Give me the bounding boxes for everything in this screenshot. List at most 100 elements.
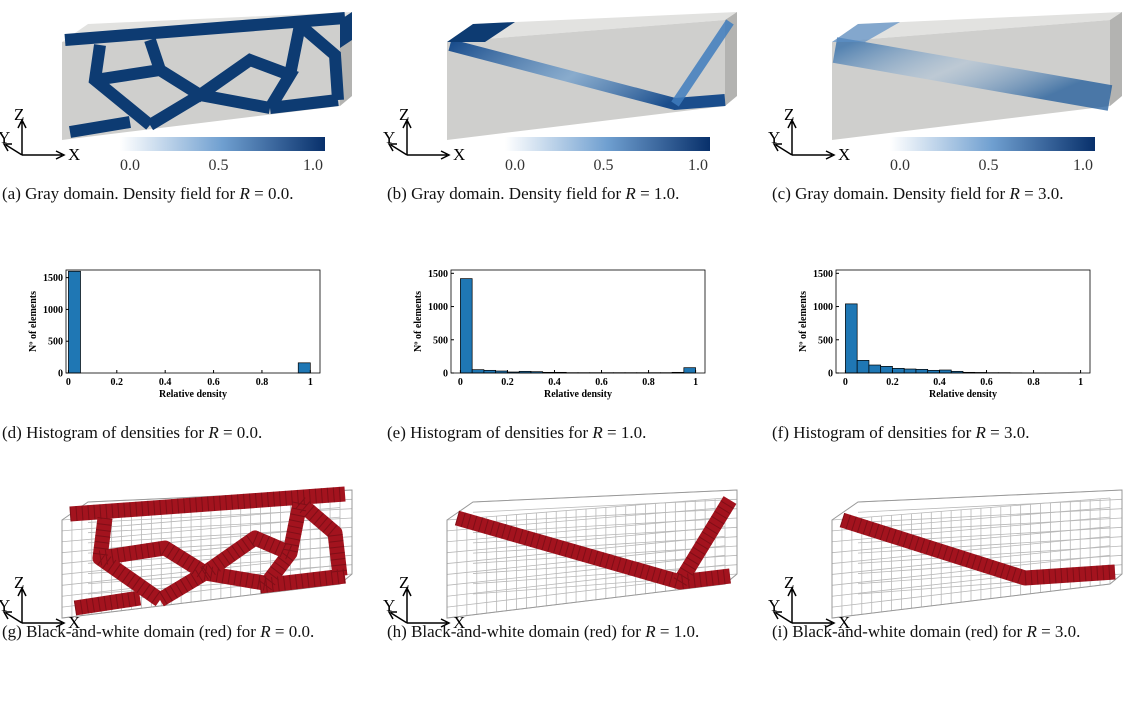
caption-label: (h) — [387, 622, 407, 641]
y-tick-label: 1500 — [813, 269, 833, 280]
caption-rest: = 1.0. — [640, 184, 679, 203]
x-tick-label: 0.2 — [886, 377, 899, 388]
caption-var: R — [208, 423, 218, 442]
colorbar — [120, 137, 325, 151]
caption-label: (e) — [387, 423, 406, 442]
axis-label: Z — [399, 573, 409, 592]
caption-var: R — [645, 622, 655, 641]
x-tick-label: 0 — [843, 377, 848, 388]
axis-label: X — [68, 145, 80, 164]
caption-rest: = 1.0. — [660, 622, 699, 641]
axis-label: Y — [768, 128, 780, 147]
caption-label: (i) — [772, 622, 788, 641]
bar — [684, 368, 696, 373]
caption: (d) Histogram of densities for R = 0.0. — [2, 422, 364, 443]
y-tick-label: 0 — [58, 369, 63, 380]
axis-label: Z — [784, 105, 794, 124]
bar — [904, 369, 916, 373]
bar — [939, 370, 951, 373]
bar — [298, 363, 310, 373]
plot-frame — [451, 270, 705, 373]
caption-label: (a) — [2, 184, 21, 203]
colorbar-tick-label: 0.0 — [890, 157, 910, 174]
mesh-line — [858, 499, 1122, 512]
caption-label: (g) — [2, 622, 22, 641]
axis-arrow — [22, 151, 64, 159]
caption-label: (f) — [772, 423, 789, 442]
caption-rest: = 0.0. — [223, 423, 262, 442]
y-tick-label: 1000 — [428, 302, 448, 313]
bar — [472, 370, 484, 373]
bar — [892, 368, 904, 373]
axis-label: Z — [14, 573, 24, 592]
x-tick-label: 0.2 — [501, 377, 514, 388]
colorbar-tick-label: 0.0 — [120, 157, 140, 174]
caption: (a) Gray domain. Density field for R = 0… — [2, 183, 364, 204]
y-tick-label: 1000 — [813, 302, 833, 313]
colorbar-tick-label: 0.5 — [209, 157, 229, 174]
caption-var: R — [625, 184, 635, 203]
caption-label: (c) — [772, 184, 791, 203]
caption-var: R — [260, 622, 270, 641]
bar — [916, 369, 928, 373]
x-tick-label: 0.8 — [1027, 377, 1040, 388]
caption: (i) Black-and-white domain (red) for R =… — [772, 621, 1133, 642]
x-tick-label: 0.8 — [642, 377, 655, 388]
axis-label: Y — [383, 128, 395, 147]
caption-var: R — [1009, 184, 1019, 203]
x-tick-label: 0.8 — [256, 377, 269, 388]
caption-text: Black-and-white domain (red) for — [26, 622, 256, 641]
x-tick-label: 1 — [1078, 377, 1083, 388]
axis-label: Y — [383, 596, 395, 615]
y-tick-label: 1500 — [428, 269, 448, 280]
axis-label: Y — [768, 596, 780, 615]
mesh-line — [473, 499, 737, 512]
axis-triad — [389, 120, 449, 159]
colorbar-tick-label: 0.0 — [505, 157, 525, 174]
axis-arrow — [788, 120, 796, 155]
axis-arrow — [18, 120, 26, 155]
figure-graphics: 0.00.51.0ZYX0.00.51.0ZYX0.00.51.0ZYXZYXZ… — [0, 0, 1133, 704]
axis-label: X — [453, 145, 465, 164]
bar — [845, 304, 857, 373]
axis-arrow — [403, 588, 411, 623]
y-axis-label: Nº of elements — [798, 291, 809, 352]
colorbar-tick-label: 1.0 — [1073, 157, 1093, 174]
bar — [68, 271, 80, 373]
y-tick-label: 500 — [818, 335, 833, 346]
x-axis-label: Relative density — [159, 389, 227, 400]
caption: (c) Gray domain. Density field for R = 3… — [772, 183, 1133, 204]
caption-var: R — [975, 423, 985, 442]
y-tick-label: 500 — [433, 335, 448, 346]
caption-var: R — [239, 184, 249, 203]
y-tick-label: 500 — [48, 337, 63, 348]
x-axis-label: Relative density — [544, 389, 612, 400]
axis-label: Z — [14, 105, 24, 124]
bar — [869, 365, 881, 373]
caption-text: Gray domain. Density field for — [411, 184, 621, 203]
caption-var: R — [1026, 622, 1036, 641]
axis-arrow — [407, 151, 449, 159]
x-tick-label: 0.4 — [933, 377, 946, 388]
mesh-line — [88, 527, 352, 543]
colorbar — [505, 137, 710, 151]
bar — [460, 279, 472, 373]
caption-rest: = 1.0. — [607, 423, 646, 442]
y-tick-label: 0 — [443, 369, 448, 380]
beam-side — [1110, 12, 1122, 106]
y-axis-label: Nº of elements — [413, 291, 424, 352]
caption: (e) Histogram of densities for R = 1.0. — [387, 422, 749, 443]
colorbar-tick-label: 1.0 — [303, 157, 323, 174]
caption: (f) Histogram of densities for R = 3.0. — [772, 422, 1133, 443]
axis-arrow — [18, 588, 26, 623]
y-tick-label: 1000 — [43, 305, 63, 316]
axis-label: Z — [784, 573, 794, 592]
mesh-outline — [832, 490, 1122, 618]
caption-text: Histogram of densities for — [793, 423, 971, 442]
plot-frame — [66, 270, 320, 373]
caption-text: Gray domain. Density field for — [795, 184, 1005, 203]
x-tick-label: 0 — [66, 377, 71, 388]
caption-text: Histogram of densities for — [26, 423, 204, 442]
bar — [857, 360, 869, 373]
axis-triad — [774, 120, 834, 159]
